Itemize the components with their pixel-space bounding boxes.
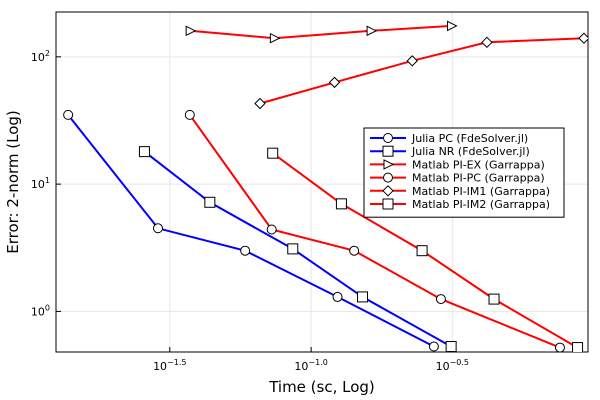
series-line [190,24,452,40]
data-point [204,196,216,208]
data-point [240,245,251,256]
legend-item: Matlab PI-IM2 (Garrappa) [370,198,550,211]
legend-label: Matlab PI-PC (Garrappa) [412,172,545,185]
data-point [269,32,281,44]
data-point [445,341,457,352]
data-point [138,146,150,158]
data-point [481,36,493,49]
data-point [366,25,378,37]
data-point [266,224,277,235]
y-tick-label: 101 [31,176,50,191]
legend-marker [382,185,394,197]
data-point [267,147,279,159]
series-line [259,37,585,105]
data-point [435,294,446,305]
legend-marker [383,133,393,143]
data-point [335,198,347,210]
series-2 [138,146,457,352]
data-point [152,223,163,234]
series-4 [184,109,565,352]
series-layer [63,20,588,352]
data-point [416,245,428,257]
legend-label: Matlab PI-IM2 (Garrappa) [412,198,550,211]
legend-marker [382,145,394,157]
data-point [406,55,418,67]
data-point [349,245,360,256]
data-point [357,291,369,303]
data-point [185,25,197,37]
data-point [184,109,195,120]
plot-frame [55,11,589,353]
legend-item: Matlab PI-PC (Garrappa) [370,172,545,185]
legend-item: Matlab PI-IM1 (Garrappa) [370,185,550,198]
legend: Julia PC (FdeSolver.jl)Julia NR (FdeSolv… [363,127,565,218]
x-tick-label: 10−1.5 [153,358,186,373]
data-point [328,76,341,89]
legend-marker [383,159,395,170]
series-1 [63,109,439,352]
legend-item: Julia PC (FdeSolver.jl) [370,132,528,145]
data-point [254,97,266,110]
data-point [287,243,299,255]
data-point [63,109,74,120]
data-point [488,293,500,305]
data-point [332,291,343,302]
legend-label: Matlab PI-EX (Garrappa) [412,158,545,171]
data-point [447,20,458,32]
legend-item: Julia NR (FdeSolver.jl) [370,145,530,158]
legend-box [363,127,565,218]
y-tick-label: 102 [31,49,50,64]
data-point [428,341,439,352]
legend-marker [383,172,393,183]
axis-ticks: 10−1.5 10−1.0 10−0.5 100 101 102 [31,49,469,373]
x-tick-label: 10−1.0 [294,358,327,373]
series-6 [267,147,584,352]
legend-item: Matlab PI-EX (Garrappa) [370,158,545,171]
legend-marker [382,198,394,210]
legend-label: Julia PC (FdeSolver.jl) [411,132,528,145]
data-point [578,32,588,44]
data-point [572,342,584,352]
x-tick-label: 10−0.5 [436,358,469,373]
y-tick-label: 100 [31,303,50,318]
series-3 [185,20,458,44]
series-5 [254,32,588,110]
legend-label: Matlab PI-IM1 (Garrappa) [412,185,550,198]
y-axis-label: Error: 2-norm (Log) [4,110,22,254]
legend-label: Julia NR (FdeSolver.jl) [411,145,530,158]
data-point [554,342,565,352]
x-axis-label: Time (sc, Log) [268,378,375,396]
